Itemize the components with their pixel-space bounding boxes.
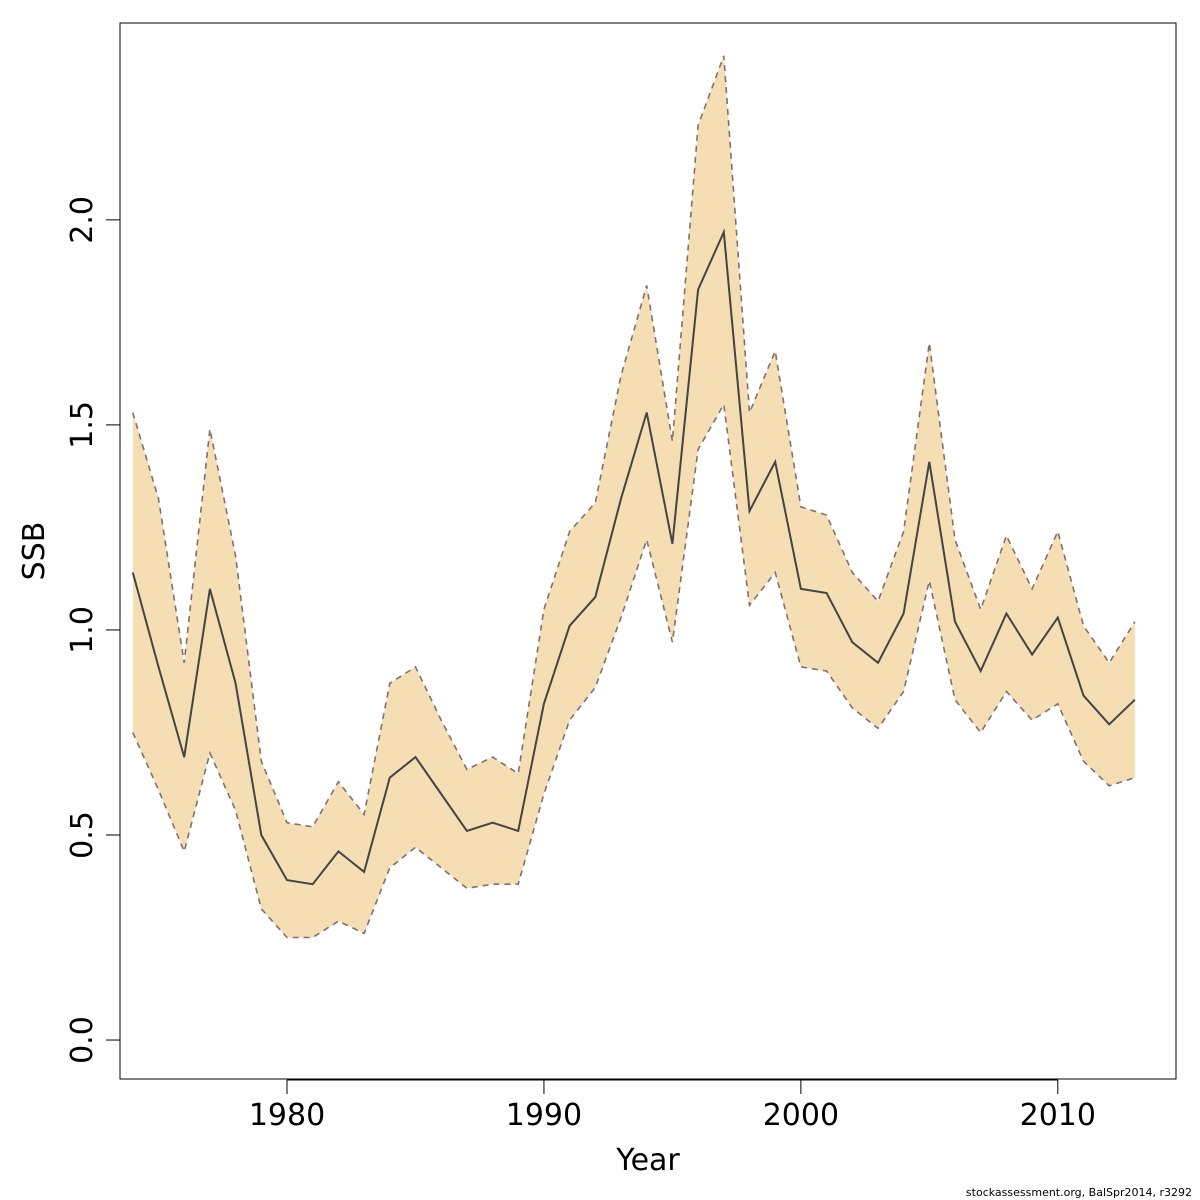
x-tick-label: 2010	[1020, 1098, 1096, 1133]
x-tick-label: 1990	[506, 1098, 582, 1133]
y-tick-label: 0.0	[65, 1016, 100, 1064]
y-tick-label: 1.5	[65, 401, 100, 449]
y-tick-label: 0.5	[65, 811, 100, 859]
upper-bound-line	[132, 55, 1136, 828]
x-tick-label: 1980	[249, 1098, 325, 1133]
lower-bound-line	[132, 401, 1136, 939]
y-axis-title: SSB	[17, 522, 52, 581]
x-axis-title: Year	[615, 1143, 680, 1178]
x-tick-label: 2000	[763, 1098, 839, 1133]
footnote: stockassessment.org, BalSpr2014, r3292	[966, 1186, 1192, 1199]
y-tick-label: 1.0	[65, 606, 100, 654]
y-tick-label: 2.0	[65, 196, 100, 244]
confidence-band	[132, 55, 1135, 938]
y-axis: 0.0 0.5 1.0 1.5 2.0	[65, 196, 121, 1064]
ssb-estimate-line	[131, 228, 1136, 886]
x-axis: 1980 1990 2000 2010	[249, 1079, 1096, 1133]
plot-area	[131, 55, 1136, 939]
